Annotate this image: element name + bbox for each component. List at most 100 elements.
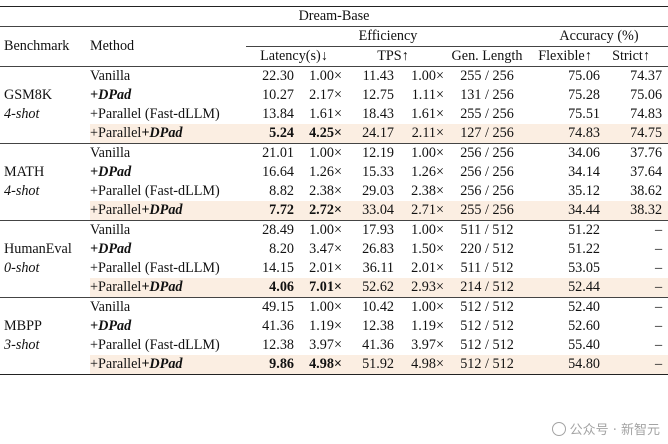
method-dpad: +DPad	[141, 125, 183, 141]
method-cell: +Parallel+DPad	[90, 355, 246, 375]
table-row: 0-shot +Parallel (Fast-dLLM) 14.15 2.01× 36.…	[0, 259, 668, 278]
tps-cell: 33.04	[342, 201, 394, 221]
latency-speedup-cell: 1.26×	[309, 164, 342, 180]
strict-cell: –	[654, 318, 663, 334]
flexible-cell: 52.44	[530, 278, 600, 298]
tps-cell: 12.19	[342, 143, 394, 163]
method-cell: +Parallel+DPad	[90, 124, 246, 144]
tps-speedup-cell: 2.11×	[394, 124, 444, 144]
tps-speedup-cell: 1.00×	[394, 66, 444, 86]
table-title-row: Dream-Base	[0, 6, 668, 27]
method-dpad: +DPad	[141, 202, 183, 218]
table-row: 4-shot +Parallel (Fast-dLLM) 8.82 2.38× 29.0…	[0, 182, 668, 201]
gen-length-cell: 256 / 256	[444, 143, 530, 163]
method-dpad: +DPad	[90, 164, 132, 180]
tps-cell: 17.93	[342, 220, 394, 240]
latency-speedup-cell: 3.47×	[309, 241, 342, 257]
strict-cell: –	[600, 220, 668, 240]
header-sub-row: Latency(s)↓ TPS↑ Gen. Length Flexible↑ S…	[0, 47, 668, 67]
tps-speedup-cell: 2.01×	[411, 260, 444, 276]
benchmark-name: MATH	[4, 164, 45, 180]
latency-cell: 4.06	[246, 278, 294, 298]
flexible-cell: 51.22	[568, 241, 600, 257]
benchmark-empty	[0, 220, 90, 240]
benchmark-name: HumanEval	[4, 241, 72, 257]
gen-length-cell: 255 / 256	[444, 66, 530, 86]
tps-speedup-cell: 1.00×	[394, 297, 444, 317]
tps-speedup-cell: 4.98×	[394, 355, 444, 375]
latency-speedup-cell: 2.01×	[309, 260, 342, 276]
latency-cell: 49.15	[246, 297, 294, 317]
flexible-cell: 35.12	[568, 183, 600, 199]
strict-cell: 74.83	[630, 106, 663, 122]
flexible-cell: 55.40	[568, 337, 600, 353]
gen-length-cell: 511 / 512	[444, 220, 530, 240]
benchmark-empty	[0, 124, 90, 144]
strict-cell: 75.06	[630, 87, 663, 103]
tps-cell: 26.83	[362, 241, 394, 257]
latency-cell: 41.36	[262, 318, 294, 334]
gen-length-cell: 256 / 256	[460, 183, 514, 199]
benchmark-empty	[0, 355, 90, 375]
latency-speedup-cell: 2.38×	[309, 183, 342, 199]
results-table: Dream-Base Benchmark Method Efficiency A…	[0, 6, 668, 375]
latency-speedup-cell: 1.00×	[294, 66, 342, 86]
method-prefix: +Parallel	[90, 356, 142, 372]
latency-cell: 7.72	[246, 201, 294, 221]
tps-speedup-cell: 1.50×	[411, 241, 444, 257]
tps-cell: 51.92	[342, 355, 394, 375]
tps-speedup-cell: 1.00×	[394, 220, 444, 240]
strict-cell: –	[600, 355, 668, 375]
watermark: 公众号 · 新智元	[551, 419, 660, 438]
method-cell: +Parallel+DPad	[90, 201, 246, 221]
method-cell: +Parallel (Fast-dLLM)	[90, 106, 220, 122]
tps-cell: 15.33	[362, 164, 394, 180]
latency-cell: 5.24	[246, 124, 294, 144]
tps-speedup-cell: 1.26×	[411, 164, 444, 180]
table-row: MATH +DPad 16.64 1.26× 15.33 1.26× 256 / 256 34…	[0, 163, 668, 182]
benchmark-empty	[0, 201, 90, 221]
header-latency: Latency(s)↓	[260, 48, 328, 64]
table-row: Vanilla 28.49 1.00× 17.93 1.00× 511 / 512 51.2…	[0, 220, 668, 240]
method-cell: +Parallel+DPad	[90, 278, 246, 298]
latency-speedup-cell: 2.72×	[294, 201, 342, 221]
tps-speedup-cell: 1.61×	[411, 106, 444, 122]
flexible-cell: 75.51	[568, 106, 600, 122]
latency-speedup-cell: 1.00×	[294, 220, 342, 240]
method-cell: +Parallel (Fast-dLLM)	[90, 337, 220, 353]
tps-cell: 11.43	[342, 66, 394, 86]
gen-length-cell: 512 / 512	[460, 318, 514, 334]
latency-cell: 8.82	[269, 183, 294, 199]
latency-speedup-cell: 1.19×	[309, 318, 342, 334]
latency-cell: 10.27	[262, 87, 294, 103]
benchmark-shot: 4-shot	[4, 183, 40, 199]
strict-cell: 74.37	[600, 66, 668, 86]
tps-speedup-cell: 2.93×	[394, 278, 444, 298]
benchmark-empty	[0, 278, 90, 298]
latency-speedup-cell: 3.97×	[309, 337, 342, 353]
header-flexible: Flexible↑	[538, 48, 592, 64]
flexible-cell: 53.05	[568, 260, 600, 276]
method-cell: Vanilla	[90, 220, 246, 240]
method-cell: Vanilla	[90, 297, 246, 317]
strict-cell: 37.76	[600, 143, 668, 163]
table-title: Dream-Base	[0, 6, 668, 27]
method-cell: +Parallel (Fast-dLLM)	[90, 260, 220, 276]
header-accuracy: Accuracy (%)	[530, 26, 668, 47]
method-cell: +DPad	[90, 240, 246, 259]
table-row: 3-shot +Parallel (Fast-dLLM) 12.38 3.97× 41.…	[0, 336, 668, 355]
strict-cell: –	[654, 260, 663, 276]
gen-length-cell: 512 / 512	[460, 337, 514, 353]
tps-cell: 29.03	[362, 183, 394, 199]
benchmark-empty	[0, 297, 90, 317]
latency-cell: 14.15	[262, 260, 294, 276]
benchmark-empty	[0, 66, 90, 86]
strict-cell: –	[654, 337, 663, 353]
latency-cell: 16.64	[262, 164, 294, 180]
header-strict: Strict↑	[612, 48, 650, 64]
latency-speedup-cell: 7.01×	[294, 278, 342, 298]
latency-cell: 21.01	[246, 143, 294, 163]
table-row: HumanEval +DPad 8.20 3.47× 26.83 1.50× 220 / 5…	[0, 240, 668, 259]
tps-cell: 24.17	[342, 124, 394, 144]
benchmark-name: MBPP	[4, 318, 42, 334]
